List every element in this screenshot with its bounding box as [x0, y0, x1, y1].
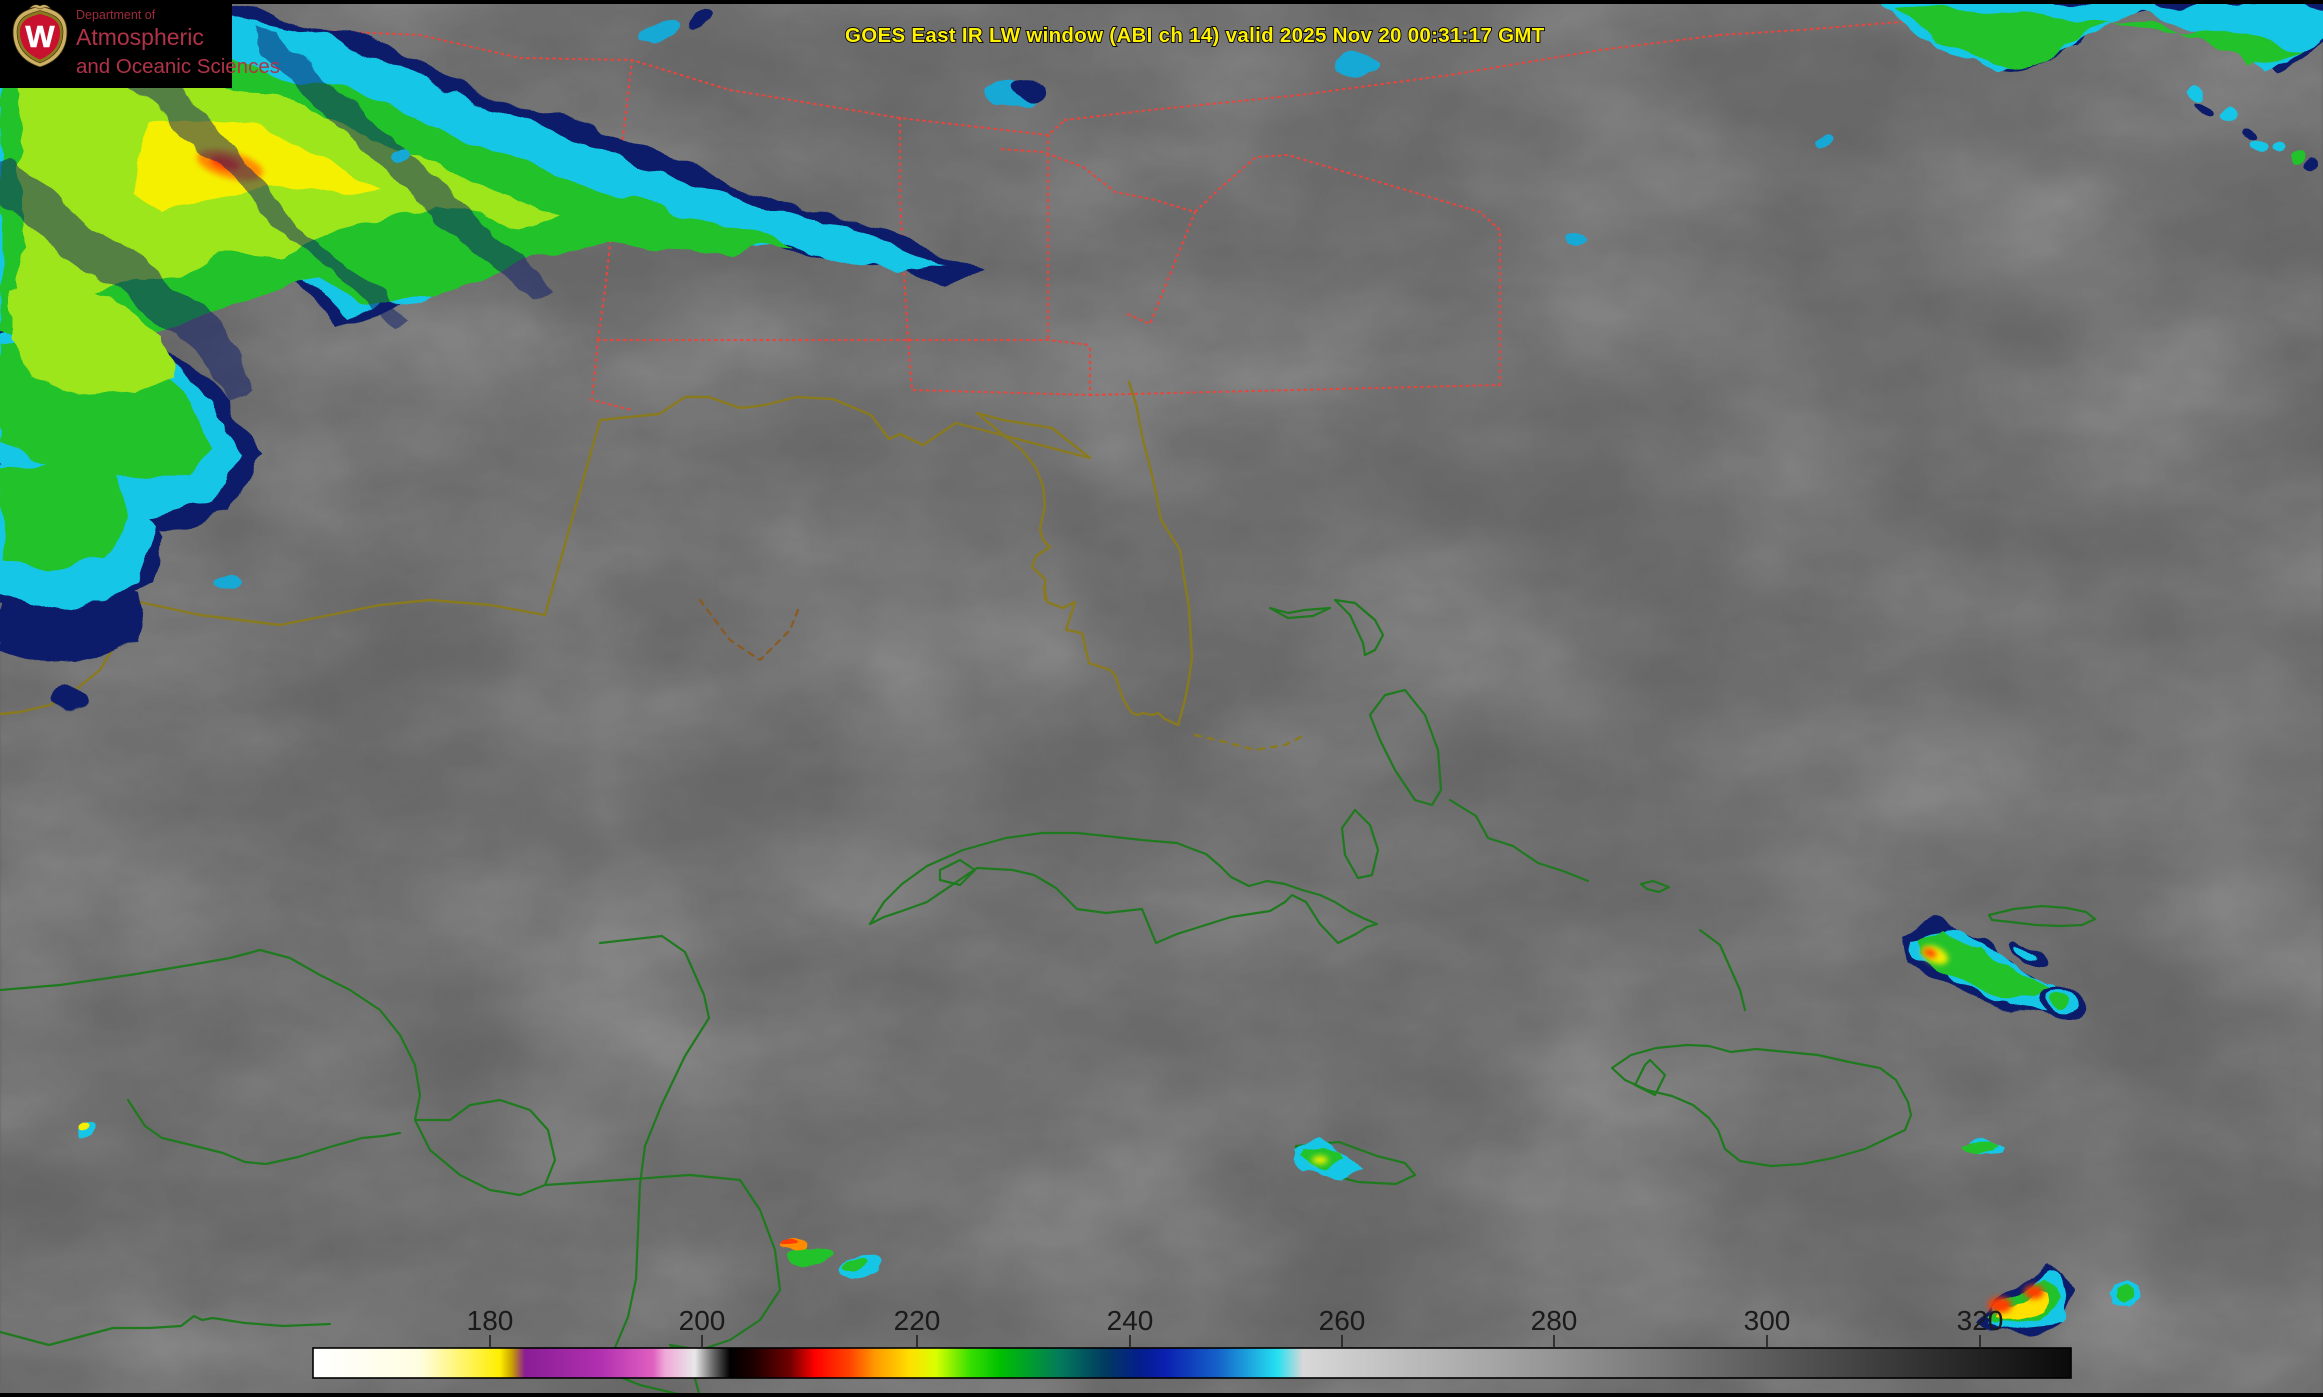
svg-text:260: 260	[1319, 1305, 1366, 1336]
svg-text:300: 300	[1744, 1305, 1791, 1336]
svg-text:and Oceanic Sciences: and Oceanic Sciences	[76, 55, 280, 78]
svg-text:Atmospheric: Atmospheric	[76, 24, 204, 50]
svg-text:220: 220	[894, 1305, 941, 1336]
svg-text:240: 240	[1107, 1305, 1154, 1336]
svg-text:W: W	[25, 19, 55, 54]
svg-text:Department of: Department of	[76, 8, 156, 22]
svg-text:320: 320	[1957, 1305, 2004, 1336]
svg-text:180: 180	[467, 1305, 514, 1336]
svg-text:GOES East IR LW window (ABI ch: GOES East IR LW window (ABI ch 14) valid…	[845, 24, 1545, 47]
svg-text:280: 280	[1531, 1305, 1578, 1336]
svg-text:200: 200	[679, 1305, 726, 1336]
